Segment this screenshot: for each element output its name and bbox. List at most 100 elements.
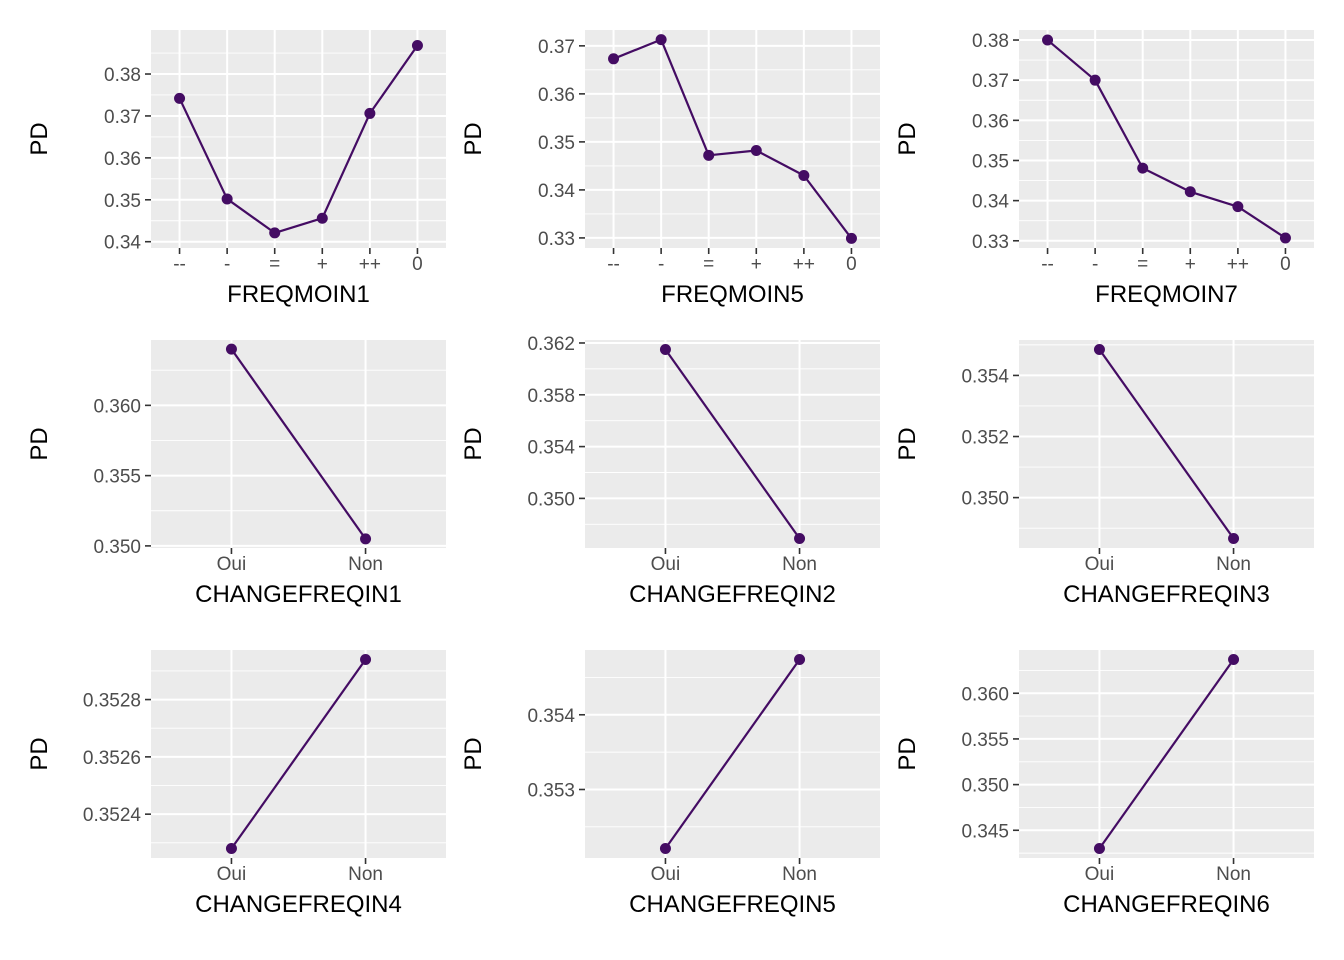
data-point: [794, 653, 806, 665]
data-point: [1093, 843, 1105, 855]
y-tick-label: 0.345: [961, 821, 1009, 842]
x-tick-label: Oui: [651, 554, 681, 575]
x-tick-label: Non: [348, 864, 383, 885]
x-tick-label: ++: [359, 254, 381, 275]
y-tick-label: 0.34: [972, 192, 1009, 213]
series-line: [613, 38, 853, 240]
panel-3: 0.330.340.350.360.370.38-- - = + ++ 0FREQMOIN…: [894, 30, 1314, 308]
data-point: [364, 107, 376, 119]
data-point: [655, 34, 667, 46]
data-point: [221, 193, 233, 205]
y-tick-label: 0.3528: [83, 691, 141, 712]
panel-5: 0.350 0.354 0.358 0.362 Oui Non CHANGEFREQIN2 P…: [460, 334, 880, 608]
y-tick-label: 0.34: [104, 233, 141, 254]
y-axis-title: PD: [460, 122, 487, 155]
data-point: [750, 145, 762, 157]
series-line: [1098, 348, 1235, 540]
panel-4: 0.350 0.355 0.360 Oui Non CHANGEFREQIN1 PD: [26, 340, 446, 608]
y-tick-label: 0.355: [93, 467, 141, 488]
x-tick-label: Non: [1216, 554, 1251, 575]
y-tick-label: 0.33: [972, 232, 1009, 253]
y-tick-label: 0.36: [104, 149, 141, 170]
panel-background: [151, 30, 446, 248]
x-tick-label: --: [1041, 254, 1054, 275]
y-tick-label: 0.354: [961, 366, 1009, 387]
x-axis-title: FREQMOIN1: [227, 281, 370, 308]
x-tick-label: 0: [412, 254, 423, 275]
x-axis-title: CHANGEFREQIN6: [1063, 891, 1270, 918]
data-point: [174, 92, 186, 104]
y-tick-label: 0.37: [104, 107, 141, 128]
panel-background: [1019, 30, 1314, 248]
data-point: [845, 232, 857, 244]
x-axis-title: CHANGEFREQIN4: [195, 891, 402, 918]
data-point: [703, 149, 715, 161]
data-point: [608, 53, 620, 65]
panel-6: 0.350 0.352 0.354 Oui Non CHANGEFREQIN3 PD: [894, 340, 1314, 608]
series-line: [178, 44, 419, 235]
x-tick-label: Oui: [1085, 554, 1115, 575]
x-tick-label: =: [703, 254, 714, 275]
x-tick-label: -: [658, 254, 664, 275]
data-point: [225, 343, 237, 355]
y-axis-title: PD: [894, 122, 921, 155]
x-tick-label: Oui: [217, 554, 247, 575]
series-line: [1098, 658, 1235, 850]
data-point: [1137, 162, 1149, 174]
x-tick-label: +: [751, 254, 762, 275]
y-tick-label: 0.354: [527, 438, 575, 459]
x-tick-label: +: [317, 254, 328, 275]
y-axis-title: PD: [26, 122, 53, 155]
y-tick-label: 0.36: [538, 85, 575, 106]
y-tick-label: 0.360: [961, 684, 1009, 705]
y-tick-label: 0.3526: [83, 748, 141, 769]
data-point: [794, 533, 806, 545]
series-line: [664, 348, 801, 540]
data-point: [1228, 533, 1240, 545]
data-point: [1089, 74, 1101, 86]
x-axis-title: CHANGEFREQIN5: [629, 891, 836, 918]
y-tick-label: 0.38: [104, 65, 141, 86]
y-tick-label: 0.362: [527, 334, 575, 355]
series-line: [664, 658, 801, 850]
y-tick-label: 0.33: [538, 229, 575, 250]
x-axis-title: CHANGEFREQIN3: [1063, 581, 1270, 608]
y-tick-label: 0.352: [961, 428, 1009, 449]
y-tick-label: 0.3524: [83, 805, 142, 826]
data-point: [1042, 34, 1054, 46]
data-point: [1093, 343, 1105, 355]
series-line: [1046, 39, 1287, 239]
y-axis-title: PD: [894, 737, 921, 770]
x-tick-label: --: [607, 254, 620, 275]
panel-8: 0.353 0.354 Oui Non CHANGEFREQIN5 PD: [460, 650, 880, 918]
data-point: [411, 40, 423, 52]
panel-background: [585, 30, 880, 248]
data-point: [1232, 201, 1244, 213]
x-tick-label: =: [269, 254, 280, 275]
data-point: [659, 843, 671, 855]
y-axis-title: PD: [460, 737, 487, 770]
data-point: [316, 212, 328, 224]
data-point: [269, 227, 281, 239]
x-axis-title: CHANGEFREQIN2: [629, 581, 836, 608]
y-tick-label: 0.350: [961, 489, 1009, 510]
x-tick-label: Oui: [651, 864, 681, 885]
y-tick-label: 0.354: [527, 706, 575, 727]
series-line: [230, 658, 367, 850]
data-point: [1228, 653, 1240, 665]
x-tick-label: -: [224, 254, 230, 275]
x-tick-label: ++: [1227, 254, 1249, 275]
x-tick-label: ++: [793, 254, 815, 275]
y-tick-label: 0.350: [93, 537, 141, 558]
x-axis-title: FREQMOIN5: [661, 281, 804, 308]
panel-7: 0.3524 0.3526 0.3528 Oui Non CHANGEFREQIN4 PD: [26, 650, 446, 918]
y-tick-label: 0.358: [527, 386, 575, 407]
x-tick-label: --: [173, 254, 186, 275]
y-tick-label: 0.353: [527, 780, 575, 801]
x-tick-label: 0: [846, 254, 857, 275]
x-tick-label: -: [1092, 254, 1098, 275]
data-point: [1279, 232, 1291, 244]
y-tick-label: 0.38: [972, 31, 1009, 52]
